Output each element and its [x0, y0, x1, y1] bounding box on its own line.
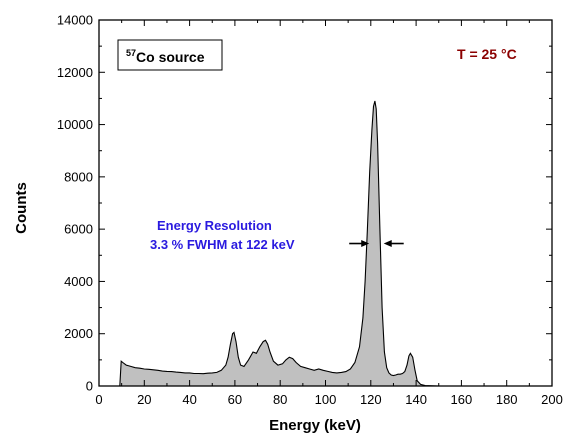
temperature-annotation: T = 25 °C [457, 46, 517, 62]
x-tick-label: 20 [137, 392, 151, 407]
y-axis-label: Counts [13, 182, 30, 234]
x-tick-label: 160 [451, 392, 473, 407]
y-tick-label: 4000 [64, 274, 93, 289]
legend-text: Co source [136, 49, 205, 65]
fwhm-arrows [349, 240, 404, 248]
legend-superscript: 57 [126, 48, 136, 58]
x-tick-label: 140 [405, 392, 427, 407]
y-tick-label: 14000 [57, 13, 93, 28]
x-tick-label: 100 [315, 392, 337, 407]
y-tick-label: 12000 [57, 65, 93, 80]
y-tick-label: 2000 [64, 326, 93, 341]
x-tick-label: 200 [541, 392, 563, 407]
resolution-title: Energy Resolution [157, 218, 272, 233]
x-tick-label: 40 [182, 392, 196, 407]
y-tick-label: 10000 [57, 117, 93, 132]
y-tick-label: 0 [86, 379, 93, 394]
x-tick-label: 0 [95, 392, 102, 407]
resolution-value: 3.3 % FWHM at 122 keV [150, 237, 295, 252]
x-axis: 0 20 40 60 80 100 120 140 160 180 200 [95, 20, 563, 407]
x-axis-label: Energy (keV) [269, 417, 361, 434]
y-tick-label: 8000 [64, 169, 93, 184]
x-tick-label: 180 [496, 392, 518, 407]
plot-frame [98, 19, 553, 387]
spectrum-line [119, 100, 552, 387]
fwhm-arrow-right-head [383, 240, 392, 248]
x-tick-label: 60 [228, 392, 242, 407]
x-tick-label: 80 [273, 392, 287, 407]
x-tick-label: 120 [360, 392, 382, 407]
y-tick-label: 6000 [64, 222, 93, 237]
svg-text:57Co source: 57Co source [126, 48, 205, 65]
legend-box: 57Co source [117, 39, 223, 71]
y-axis: 0 2000 4000 6000 8000 10000 12000 14000 [57, 13, 552, 394]
fwhm-arrow-left-head [361, 240, 370, 248]
